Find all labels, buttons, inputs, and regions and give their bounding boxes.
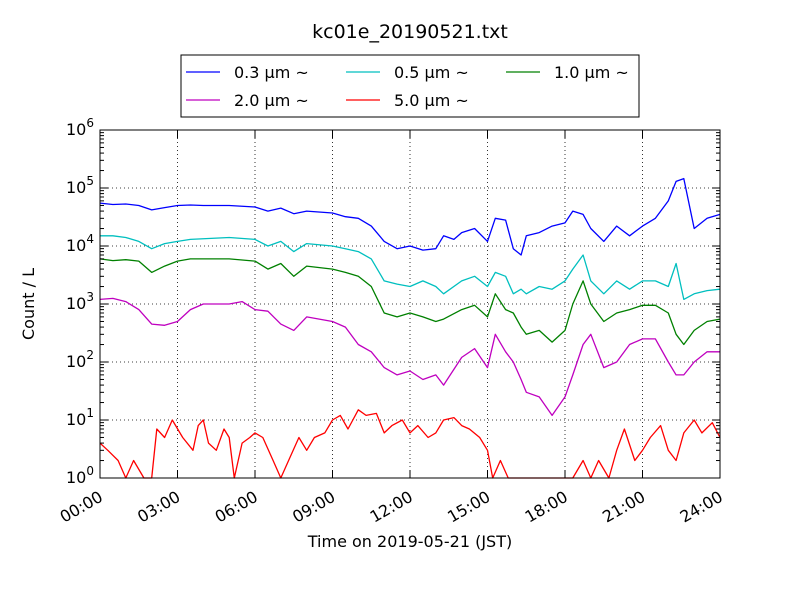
x-axis-label: Time on 2019-05-21 (JST) (307, 532, 512, 551)
y-tick-label: 101 (66, 406, 94, 429)
x-tick-label: 03:00 (134, 487, 183, 527)
series-line (99, 177, 721, 256)
legend-box (180, 54, 640, 118)
y-tick-label: 103 (66, 290, 94, 313)
x-tick-label: 21:00 (599, 487, 648, 527)
series-line (99, 409, 721, 479)
x-tick-label: 15:00 (444, 487, 493, 527)
legend-label: 2.0 μm ~ (234, 91, 309, 110)
x-tick-label: 18:00 (522, 487, 571, 527)
y-tick-label: 106 (66, 116, 94, 139)
x-tick-label: 12:00 (367, 487, 416, 527)
x-tick-label: 06:00 (212, 487, 261, 527)
chart-title: kc01e_20190521.txt (312, 21, 508, 43)
y-axis: 100 101 102 103 104 105 106 (66, 116, 720, 487)
series-line (100, 235, 721, 301)
y-tick-label: 100 (66, 464, 94, 487)
series-layer (99, 177, 721, 479)
y-tick-label: 104 (66, 232, 94, 255)
legend-label: 1.0 μm ~ (554, 63, 629, 82)
x-tick-label: 24:00 (677, 487, 726, 527)
y-tick-label: 105 (66, 174, 94, 197)
x-tick-label: 00:00 (57, 487, 106, 527)
series-line (99, 297, 720, 417)
legend-label: 5.0 μm ~ (394, 91, 469, 110)
legend-label: 0.3 μm ~ (234, 63, 309, 82)
legend: 0.3 μm ~ 0.5 μm ~ 1.0 μm ~ 2.0 μm ~ 5.0 μm ~ (180, 54, 640, 118)
y-axis-label: Count / L (19, 268, 38, 340)
legend-label: 0.5 μm ~ (394, 63, 469, 82)
y-tick-label: 102 (66, 348, 94, 371)
series-line (99, 258, 721, 346)
x-tick-label: 09:00 (289, 487, 338, 527)
